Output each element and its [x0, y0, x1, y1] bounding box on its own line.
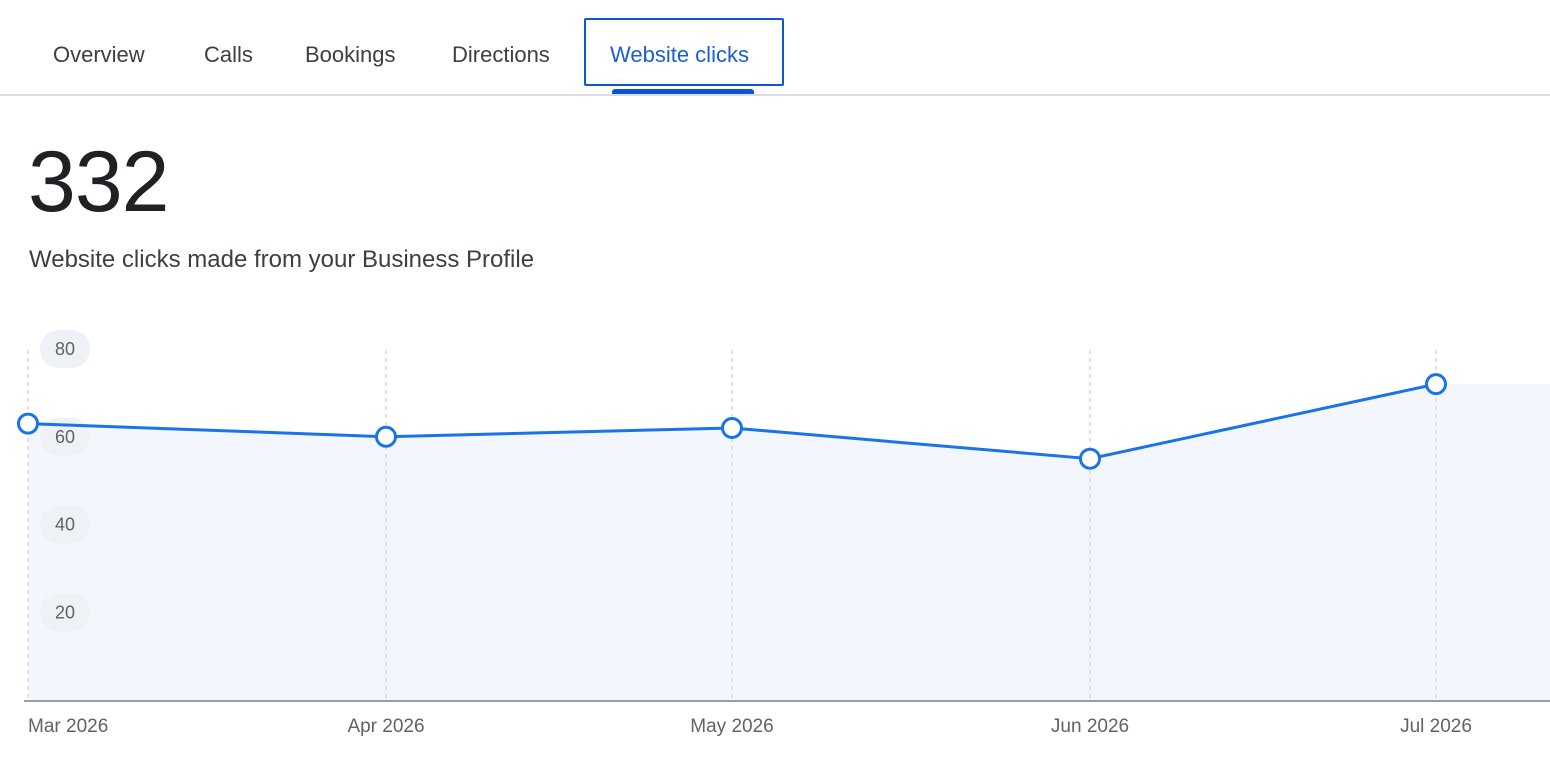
tab-bookings[interactable]: Bookings	[305, 42, 396, 67]
y-tick-bg-20	[40, 593, 90, 632]
active-tab-indicator	[612, 89, 754, 94]
x-tick-label-mar-2026: Mar 2026	[28, 716, 108, 737]
tab-website-clicks[interactable]: Website clicks	[610, 42, 749, 67]
area-fill	[28, 384, 1550, 700]
tab-overview[interactable]: Overview	[53, 42, 145, 67]
y-tick-label-40: 40	[55, 515, 75, 535]
chart-svg: 20 40 60 80 Mar 2026 Apr 2026 May 2026 Jun 2026…	[17, 330, 1550, 737]
metric-description: Website clicks made from your Business P…	[29, 246, 535, 273]
website-clicks-chart: 20 40 60 80 Mar 2026 Apr 2026 May 2026 Jun 2026…	[0, 300, 1550, 778]
x-tick-label-jun-2026: Jun 2026	[1051, 716, 1129, 737]
data-point-apr-2026	[375, 425, 397, 448]
data-point-may-2026	[721, 416, 743, 439]
y-tick-label-60: 60	[55, 427, 75, 447]
data-point-jul-2026	[1425, 373, 1447, 396]
y-tick-bg-40	[40, 505, 90, 544]
x-tick-label-apr-2026: Apr 2026	[347, 716, 424, 737]
y-tick-bg-80	[40, 330, 90, 368]
tab-calls[interactable]: Calls	[204, 42, 253, 67]
tab-focus-ring	[584, 18, 784, 86]
data-point-mar-2026	[17, 412, 39, 435]
x-tick-label-jul-2026: Jul 2026	[1400, 716, 1472, 737]
total-website-clicks: 332	[28, 134, 169, 230]
data-point-jun-2026	[1079, 447, 1101, 470]
tab-bar: Overview Calls Bookings Directions Websi…	[0, 0, 1550, 96]
y-tick-label-80: 80	[55, 339, 75, 359]
y-tick-label-20: 20	[55, 602, 75, 622]
tab-directions[interactable]: Directions	[452, 42, 550, 67]
y-tick-bg-60	[40, 417, 90, 456]
x-tick-label-may-2026: May 2026	[690, 716, 773, 737]
